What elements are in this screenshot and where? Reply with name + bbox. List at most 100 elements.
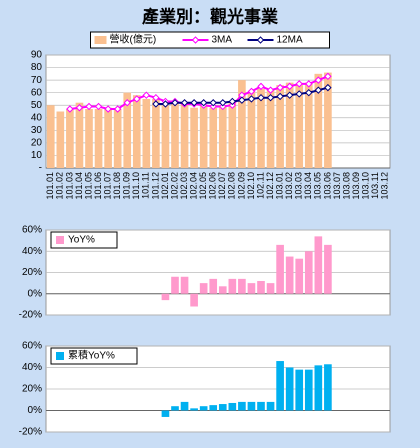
bar — [199, 105, 208, 168]
bar — [218, 404, 227, 411]
bar — [209, 405, 218, 411]
y-tick-label: 30 — [31, 125, 43, 136]
bar — [75, 102, 84, 168]
y-tick-label: 40% — [22, 362, 42, 373]
bar — [276, 244, 284, 294]
legend-label: 12MA — [277, 35, 303, 46]
bar — [66, 108, 74, 168]
x-tick-label: 101.05 — [83, 172, 93, 200]
y-tick-label: 50 — [31, 100, 43, 111]
bar — [171, 276, 179, 294]
marker — [266, 93, 275, 102]
legend-marker — [256, 36, 265, 44]
bar — [104, 107, 112, 168]
bar — [209, 278, 218, 294]
marker — [123, 99, 131, 107]
bar — [94, 108, 103, 168]
bar — [190, 408, 198, 411]
bar — [180, 103, 189, 168]
y-tick-label: 90 — [31, 50, 43, 61]
x-tick-label: 103.08 — [341, 172, 351, 200]
legend-swatch — [56, 236, 64, 244]
legend-box — [90, 31, 330, 49]
bar — [266, 283, 275, 294]
bar — [276, 85, 284, 168]
bar — [304, 369, 313, 411]
bar — [190, 107, 198, 168]
x-tick-label: 102.03 — [179, 172, 189, 200]
marker — [247, 87, 256, 96]
plot-area — [45, 54, 391, 169]
marker — [276, 92, 284, 101]
x-tick-label: 102.12 — [265, 172, 275, 200]
x-tick-label: 103.04 — [303, 172, 313, 200]
marker — [238, 96, 246, 104]
y-tick-label: 60 — [31, 87, 43, 98]
x-tick-label: 103.09 — [351, 172, 361, 200]
marker — [171, 99, 179, 107]
bar — [295, 369, 304, 411]
bar — [171, 101, 179, 168]
marker — [209, 99, 217, 107]
y-tick-label: 0% — [28, 405, 43, 416]
x-tick-label: 102.11 — [255, 172, 265, 199]
bar — [324, 72, 332, 168]
marker — [104, 105, 112, 113]
bar — [276, 361, 284, 411]
x-tick-label: 101.04 — [74, 172, 84, 200]
x-tick-label: 103.11 — [370, 172, 380, 199]
marker — [161, 100, 170, 108]
bar — [257, 88, 265, 168]
bar — [85, 108, 93, 168]
marker — [295, 80, 303, 88]
y-tick-label: 60% — [22, 225, 42, 236]
legend-marker — [191, 36, 200, 44]
bar — [247, 91, 256, 168]
y-tick-label: 40% — [22, 246, 42, 257]
marker — [314, 86, 323, 94]
bar — [228, 101, 237, 168]
marker — [142, 91, 151, 99]
marker — [199, 99, 208, 107]
marker — [228, 101, 237, 109]
x-tick-label: 101.10 — [131, 172, 141, 200]
marker — [133, 95, 141, 103]
x-tick-label: 103.05 — [313, 172, 323, 200]
bar — [314, 236, 323, 294]
legend-label: YoY% — [68, 235, 95, 246]
y-tick-label: 40 — [31, 112, 43, 123]
bar — [180, 276, 189, 294]
bar — [285, 256, 294, 294]
x-tick-label: 102.08 — [227, 172, 237, 200]
x-tick-label: 102.10 — [246, 172, 256, 200]
marker — [180, 99, 189, 107]
bar — [132, 95, 141, 168]
x-tick-label: 103.01 — [274, 172, 284, 200]
bar — [171, 406, 179, 411]
legend-box — [50, 347, 138, 365]
bar — [247, 283, 256, 294]
x-tick-label: 102.09 — [236, 172, 246, 200]
line — [69, 75, 329, 110]
marker — [305, 88, 313, 97]
y-tick-label: 70 — [31, 75, 43, 86]
bar — [238, 80, 246, 168]
legend-label: 營收(億元) — [110, 33, 157, 46]
bar — [190, 293, 198, 307]
marker — [324, 72, 332, 81]
legend-box — [50, 231, 118, 249]
marker — [66, 105, 74, 113]
x-tick-label: 102.02 — [169, 172, 179, 200]
x-tick-label: 102.01 — [160, 172, 170, 200]
legend-swatch — [94, 36, 107, 44]
bar — [257, 401, 265, 411]
marker — [75, 104, 84, 112]
bar — [199, 283, 208, 294]
bar — [266, 90, 275, 168]
marker — [276, 83, 284, 92]
y-tick-label: -20% — [19, 427, 42, 438]
bar — [228, 278, 237, 294]
bar — [218, 286, 227, 294]
bar — [161, 105, 170, 168]
legend-swatch — [56, 352, 64, 360]
